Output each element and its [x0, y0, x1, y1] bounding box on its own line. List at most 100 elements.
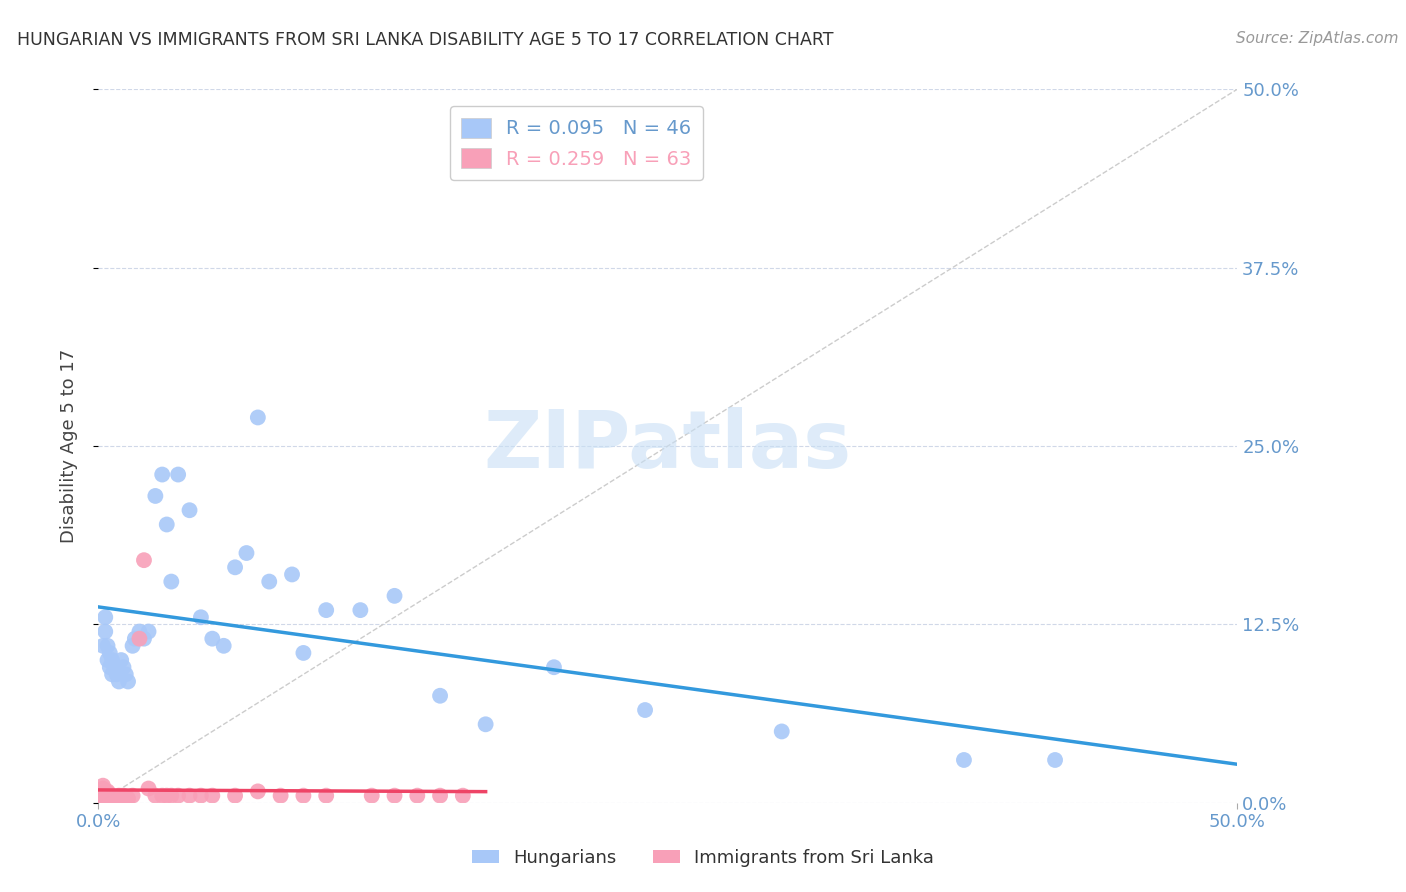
Point: [98, 646, 121, 660]
Point: [770, 724, 793, 739]
Y-axis label: Disability Age 5 to 17: Disability Age 5 to 17: [59, 349, 77, 543]
Point: [103, 790, 125, 805]
Point: [429, 689, 451, 703]
Point: [235, 546, 257, 560]
Point: [90, 786, 112, 800]
Point: [543, 660, 565, 674]
Point: [150, 789, 173, 803]
Point: [190, 610, 212, 624]
Point: [292, 789, 315, 803]
Point: [91, 786, 114, 800]
Point: [360, 789, 382, 803]
Point: [96, 793, 118, 807]
Point: [145, 789, 167, 803]
Point: [634, 703, 657, 717]
Point: [117, 674, 139, 689]
Point: [114, 667, 136, 681]
Point: [108, 789, 131, 803]
Point: [160, 574, 183, 589]
Point: [201, 632, 224, 646]
Text: HUNGARIAN VS IMMIGRANTS FROM SRI LANKA DISABILITY AGE 5 TO 17 CORRELATION CHART: HUNGARIAN VS IMMIGRANTS FROM SRI LANKA D…: [17, 31, 834, 49]
Point: [124, 632, 146, 646]
Point: [90, 787, 112, 801]
Point: [91, 791, 114, 805]
Point: [110, 653, 132, 667]
Point: [224, 789, 246, 803]
Point: [94, 791, 117, 805]
Point: [108, 674, 131, 689]
Point: [167, 789, 190, 803]
Point: [91, 789, 114, 803]
Text: Source: ZipAtlas.com: Source: ZipAtlas.com: [1236, 31, 1399, 46]
Point: [90, 789, 112, 803]
Point: [156, 517, 179, 532]
Point: [90, 796, 112, 810]
Point: [138, 624, 160, 639]
Point: [121, 789, 143, 803]
Point: [429, 789, 451, 803]
Point: [112, 789, 135, 803]
Point: [315, 603, 337, 617]
Point: [451, 789, 474, 803]
Point: [128, 624, 150, 639]
Point: [90, 790, 112, 805]
Point: [406, 789, 429, 803]
Point: [91, 779, 114, 793]
Point: [110, 790, 132, 805]
Point: [96, 784, 118, 798]
Point: [112, 660, 135, 674]
Point: [190, 789, 212, 803]
Point: [160, 789, 183, 803]
Point: [101, 791, 124, 805]
Point: [114, 790, 136, 805]
Point: [90, 784, 112, 798]
Point: [96, 653, 118, 667]
Point: [246, 784, 269, 798]
Point: [91, 796, 114, 810]
Legend: R = 0.095   N = 46, R = 0.259   N = 63: R = 0.095 N = 46, R = 0.259 N = 63: [450, 106, 703, 180]
Point: [98, 660, 121, 674]
Point: [384, 589, 406, 603]
Point: [201, 789, 224, 803]
Point: [94, 796, 117, 810]
Point: [132, 632, 155, 646]
Text: ZIPatlas: ZIPatlas: [484, 407, 852, 485]
Point: [281, 567, 304, 582]
Point: [98, 787, 121, 801]
Point: [91, 793, 114, 807]
Point: [105, 791, 128, 805]
Point: [292, 646, 315, 660]
Point: [96, 789, 118, 803]
Point: [953, 753, 976, 767]
Point: [91, 796, 114, 810]
Point: [94, 784, 117, 798]
Point: [474, 717, 496, 731]
Point: [150, 467, 173, 482]
Legend: Hungarians, Immigrants from Sri Lanka: Hungarians, Immigrants from Sri Lanka: [464, 842, 942, 874]
Point: [132, 553, 155, 567]
Point: [384, 789, 406, 803]
Point: [246, 410, 269, 425]
Point: [145, 489, 167, 503]
Point: [101, 667, 124, 681]
Point: [90, 796, 112, 810]
Point: [101, 653, 124, 667]
Point: [224, 560, 246, 574]
Point: [156, 789, 179, 803]
Point: [94, 624, 117, 639]
Point: [96, 639, 118, 653]
Point: [103, 660, 125, 674]
Point: [94, 793, 117, 807]
Point: [212, 639, 235, 653]
Point: [349, 603, 371, 617]
Point: [270, 789, 292, 803]
Point: [138, 781, 160, 796]
Point: [91, 784, 114, 798]
Point: [91, 790, 114, 805]
Point: [128, 632, 150, 646]
Point: [121, 639, 143, 653]
Point: [179, 789, 201, 803]
Point: [105, 667, 128, 681]
Point: [94, 610, 117, 624]
Point: [91, 781, 114, 796]
